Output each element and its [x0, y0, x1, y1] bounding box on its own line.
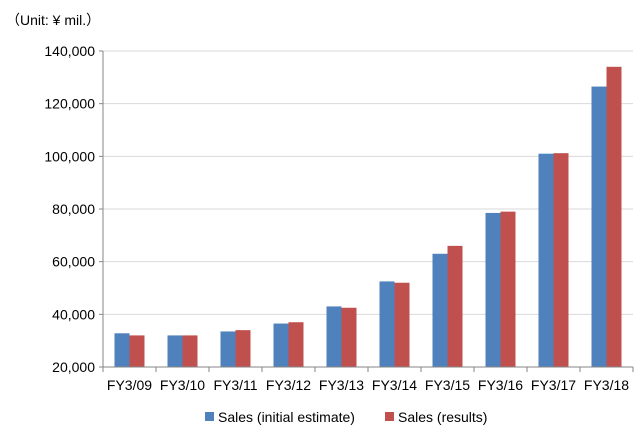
bar-estimate: [485, 212, 501, 367]
bar-estimate: [538, 153, 554, 367]
y-tick-label: 140,000: [44, 43, 95, 59]
x-tick-label: FY3/14: [372, 377, 417, 393]
bar-results: [235, 330, 251, 367]
x-tick-label: FY3/17: [531, 377, 576, 393]
bar-estimate: [273, 323, 289, 367]
bar-results: [288, 322, 304, 367]
y-axis: 20,000 40,000 60,000 80,000 100,000 120,000 14…: [44, 43, 104, 375]
bar-results: [129, 335, 145, 367]
y-tick-label: 60,000: [52, 254, 95, 270]
bar-estimate: [432, 253, 448, 367]
bar-estimate: [326, 306, 342, 367]
bar-results: [182, 335, 198, 367]
unit-label: （Unit: ¥ mil.）: [6, 12, 101, 28]
bar-results: [394, 282, 410, 367]
bar-estimate: [220, 331, 236, 367]
legend-label: Sales (initial estimate): [218, 409, 355, 425]
legend: Sales (initial estimate) Sales (results): [205, 409, 487, 425]
legend-swatch: [385, 412, 394, 421]
bar-results: [341, 307, 357, 367]
x-tick-label: FY3/12: [266, 377, 311, 393]
y-tick-label: 80,000: [52, 201, 95, 217]
y-tick-label: 100,000: [44, 148, 95, 164]
y-tick-label: 120,000: [44, 96, 95, 112]
x-tick-label: FY3/18: [584, 377, 629, 393]
x-axis: FY3/09 FY3/10 FY3/11 FY3/12 FY3/13 FY3/14 FY3/…: [102, 366, 634, 393]
y-tick-label: 20,000: [52, 359, 95, 375]
x-tick-label: FY3/10: [160, 377, 205, 393]
x-tick-label: FY3/16: [478, 377, 523, 393]
x-tick-label: FY3/13: [319, 377, 364, 393]
x-tick-label: FY3/09: [107, 377, 152, 393]
bar-estimate: [114, 333, 130, 367]
bar-estimate: [167, 335, 183, 367]
x-tick-label: FY3/15: [425, 377, 470, 393]
bar-estimate: [379, 281, 395, 367]
bar-estimate: [591, 86, 607, 368]
bar-results: [500, 211, 516, 367]
bar-results: [606, 66, 622, 368]
x-tick-label: FY3/11: [213, 377, 257, 393]
legend-label: Sales (results): [398, 409, 487, 425]
bar-results: [553, 153, 569, 367]
bars: [114, 66, 622, 368]
y-tick-label: 40,000: [52, 306, 95, 322]
legend-swatch: [205, 412, 214, 421]
bar-results: [447, 245, 463, 367]
